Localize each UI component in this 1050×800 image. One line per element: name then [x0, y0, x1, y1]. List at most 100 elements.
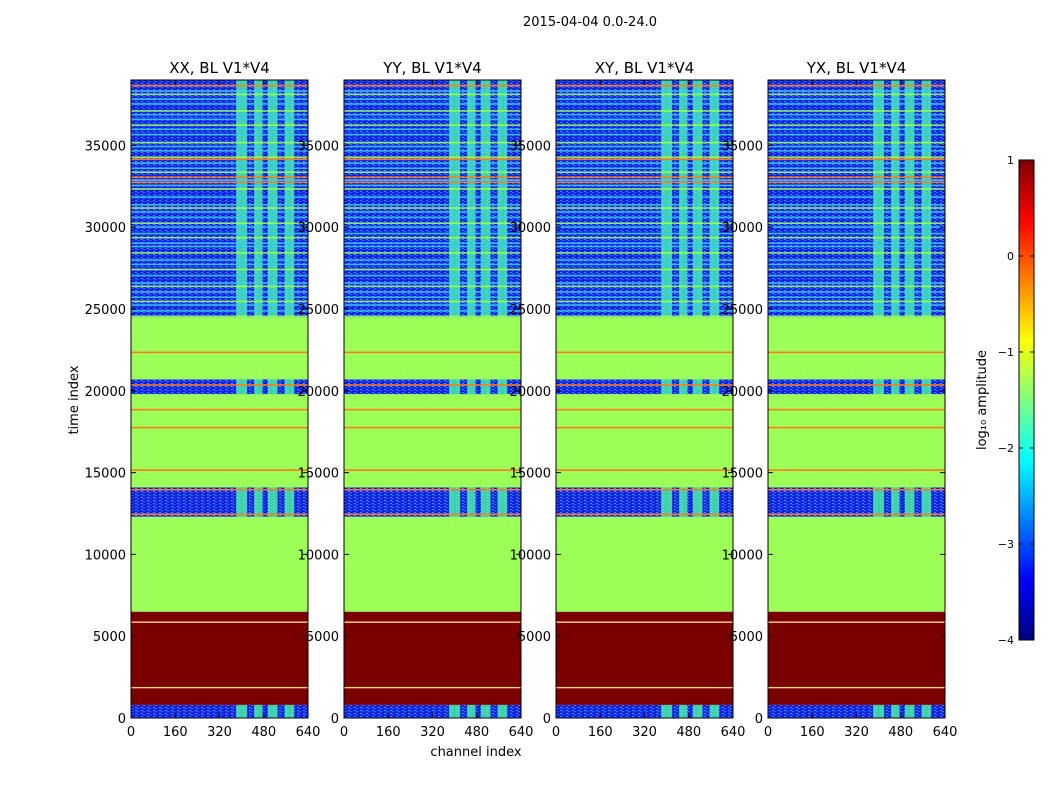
strong-line-9: [556, 158, 733, 161]
panel-2: 0 160 320 480 640 0 5000 10000 15000 20000 25000 30…: [510, 59, 746, 740]
flag-line-19: [131, 216, 308, 219]
rfi-band-0-3: [236, 80, 248, 318]
flag-line-17: [556, 226, 733, 228]
rfi-band-0-0: [873, 704, 885, 718]
flag-line-27: [344, 171, 521, 174]
rfi-band-0-2: [873, 379, 885, 395]
sat-line-0: [768, 686, 945, 689]
y-tick-label-3: 15000: [85, 467, 126, 482]
time-block-3: [344, 487, 521, 517]
x-tick-label-2: 320: [207, 725, 232, 740]
flag-line-6: [556, 285, 733, 288]
x-tick-label-0: 0: [764, 725, 772, 740]
flag-line-3: [556, 300, 733, 303]
strong-line-7: [131, 181, 308, 184]
rfi-band-1-0: [891, 704, 900, 718]
flag-line-12: [556, 252, 733, 254]
flag-line-23: [344, 196, 521, 198]
rfi-band-0-2: [661, 379, 673, 395]
y-axis-label: time index: [67, 365, 82, 434]
x-tick-label-3: 480: [676, 725, 701, 740]
flag-line-4: [556, 296, 733, 299]
flag-line-8: [131, 274, 308, 277]
flag-line-5: [556, 291, 733, 293]
rfi-band-3-3: [709, 80, 720, 318]
rfi-band-2-2: [904, 379, 915, 395]
strong-line-0: [556, 513, 733, 516]
y-tick-label-7: 35000: [85, 139, 126, 154]
strong-line-4: [131, 408, 308, 411]
flag-line-37: [131, 118, 308, 121]
rfi-band-2-1: [904, 487, 915, 517]
flag-line-25: [131, 184, 308, 187]
strong-line-1: [556, 488, 733, 491]
flag-line-9: [768, 268, 945, 271]
time-block-5: [768, 379, 945, 395]
flag-line-40: [768, 103, 945, 105]
flag-line-42: [344, 93, 521, 96]
flag-line-3: [131, 300, 308, 303]
flag-line-24: [768, 188, 945, 190]
flag-line-32: [344, 145, 521, 148]
flag-line-36: [131, 124, 308, 126]
flag-line-41: [556, 98, 733, 100]
rfi-band-2-1: [480, 487, 491, 517]
flag-line-4: [768, 296, 945, 299]
flag-line-34: [131, 133, 308, 136]
time-block-5: [344, 379, 521, 395]
flag-line-37: [768, 118, 945, 121]
x-tick-label-4: 640: [296, 725, 321, 740]
strong-line-1: [768, 488, 945, 491]
strong-line-10: [344, 84, 521, 87]
flag-line-10: [131, 263, 308, 266]
flag-line-6: [768, 285, 945, 288]
strong-line-6: [344, 351, 521, 354]
rfi-band-0-0: [661, 704, 673, 718]
y-tick-label-4: 20000: [298, 385, 339, 400]
flag-line-42: [768, 93, 945, 96]
rfi-band-1-1: [467, 487, 476, 517]
flag-line-38: [556, 113, 733, 116]
flag-line-38: [768, 113, 945, 116]
strong-line-0: [344, 513, 521, 516]
y-tick-label-1: 5000: [93, 630, 126, 645]
flag-line-16: [131, 232, 308, 235]
flag-line-43: [768, 90, 945, 92]
y-tick-label-1: 5000: [518, 630, 551, 645]
flag-line-0: [344, 315, 521, 318]
rfi-band-3-0: [497, 704, 508, 718]
strong-line-8: [131, 176, 308, 179]
x-tick-label-1: 160: [376, 725, 401, 740]
flag-line-18: [768, 222, 945, 225]
strong-line-5: [768, 384, 945, 386]
flag-line-8: [344, 274, 521, 277]
flag-line-29: [131, 162, 308, 164]
rfi-band-2-1: [692, 487, 703, 517]
flag-line-4: [344, 296, 521, 299]
y-tick-label-0: 0: [755, 712, 763, 727]
time-block-6: [768, 317, 945, 380]
x-tick-label-4: 640: [509, 725, 534, 740]
panel-title-0: XX, BL V1*V4: [169, 59, 270, 77]
rfi-band-3-1: [284, 487, 295, 517]
rfi-band-1-0: [254, 704, 263, 718]
x-tick-label-4: 640: [721, 725, 746, 740]
flag-line-37: [556, 118, 733, 121]
y-tick-label-0: 0: [118, 712, 126, 727]
flag-line-27: [768, 171, 945, 174]
rfi-band-0-3: [449, 80, 461, 318]
flag-line-40: [131, 103, 308, 105]
y-tick-label-5: 25000: [298, 303, 339, 318]
flag-line-29: [344, 162, 521, 164]
flag-line-25: [768, 184, 945, 187]
time-block-1: [556, 611, 733, 705]
strong-line-10: [768, 84, 945, 87]
x-tick-label-3: 480: [251, 725, 276, 740]
flag-line-20: [131, 211, 308, 213]
y-tick-label-6: 30000: [298, 221, 339, 236]
x-tick-label-1: 160: [588, 725, 613, 740]
flag-line-31: [768, 150, 945, 152]
flag-line-0: [768, 315, 945, 318]
flag-line-29: [768, 162, 945, 164]
strong-line-7: [344, 181, 521, 184]
